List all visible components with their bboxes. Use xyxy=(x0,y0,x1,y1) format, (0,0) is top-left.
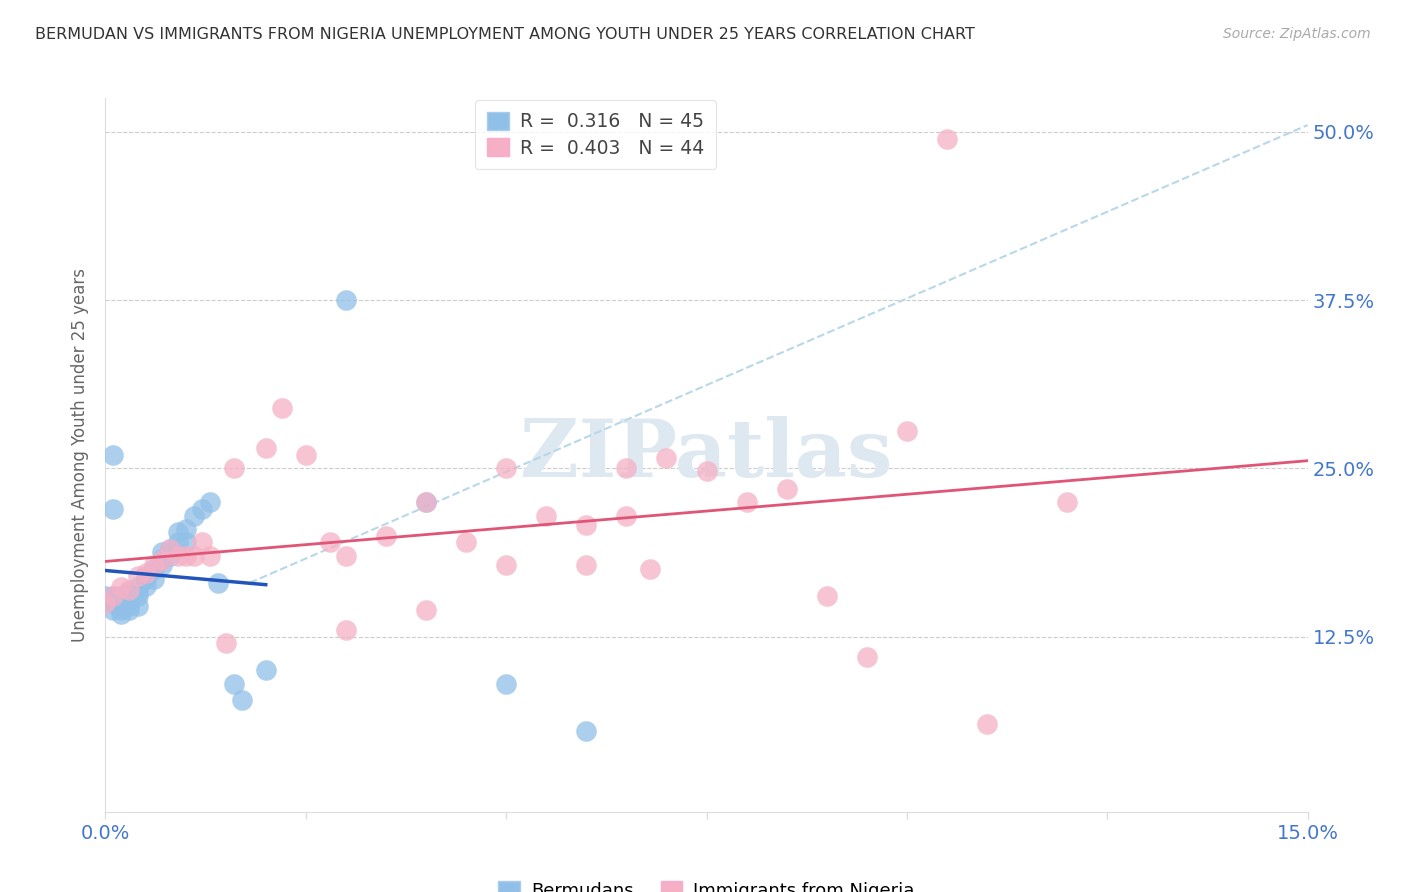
Point xyxy=(135,572,157,586)
Point xyxy=(254,441,277,455)
Point xyxy=(118,582,141,597)
Point xyxy=(190,535,212,549)
Y-axis label: Unemployment Among Youth under 25 years: Unemployment Among Youth under 25 years xyxy=(72,268,90,642)
Point xyxy=(142,572,165,586)
Legend: Bermudans, Immigrants from Nigeria: Bermudans, Immigrants from Nigeria xyxy=(491,874,922,892)
Point xyxy=(150,551,173,566)
Point xyxy=(183,549,205,563)
Point xyxy=(135,578,157,592)
Point xyxy=(159,542,181,557)
Point xyxy=(222,677,245,691)
Point xyxy=(103,603,125,617)
Point xyxy=(150,553,173,567)
Point xyxy=(415,495,437,509)
Point xyxy=(150,545,173,559)
Point xyxy=(640,562,662,576)
Point xyxy=(254,664,277,678)
Point xyxy=(495,558,517,573)
Point xyxy=(222,461,245,475)
Point xyxy=(198,495,221,509)
Text: Source: ZipAtlas.com: Source: ZipAtlas.com xyxy=(1223,27,1371,41)
Point xyxy=(616,461,638,475)
Point xyxy=(815,589,838,603)
Point xyxy=(415,603,437,617)
Point xyxy=(103,501,125,516)
Point xyxy=(135,569,157,583)
Point xyxy=(166,535,188,549)
Point xyxy=(159,542,181,557)
Point xyxy=(166,549,188,563)
Point xyxy=(94,589,117,603)
Point xyxy=(110,580,132,594)
Point xyxy=(118,603,141,617)
Point xyxy=(94,596,117,610)
Point xyxy=(110,607,132,621)
Point xyxy=(110,599,132,613)
Point xyxy=(575,517,598,532)
Point xyxy=(159,549,181,563)
Point xyxy=(896,424,918,438)
Point xyxy=(319,535,342,549)
Text: ZIPatlas: ZIPatlas xyxy=(520,416,893,494)
Point xyxy=(174,522,197,536)
Point xyxy=(936,131,959,145)
Point xyxy=(142,558,165,573)
Point xyxy=(534,508,557,523)
Point xyxy=(127,585,149,599)
Point xyxy=(118,589,141,603)
Point xyxy=(103,448,125,462)
Point xyxy=(855,649,877,664)
Point xyxy=(135,566,157,581)
Point xyxy=(616,508,638,523)
Point xyxy=(150,558,173,573)
Point xyxy=(295,448,318,462)
Point xyxy=(103,596,125,610)
Point xyxy=(110,603,132,617)
Point xyxy=(118,599,141,613)
Point xyxy=(575,723,598,738)
Point xyxy=(198,549,221,563)
Point xyxy=(127,580,149,594)
Point xyxy=(174,535,197,549)
Point xyxy=(335,293,357,307)
Point xyxy=(118,585,141,599)
Point xyxy=(735,495,758,509)
Point xyxy=(190,501,212,516)
Point xyxy=(207,575,229,590)
Point xyxy=(976,717,998,731)
Point xyxy=(127,599,149,613)
Point xyxy=(231,693,253,707)
Point xyxy=(776,482,799,496)
Point xyxy=(495,677,517,691)
Point xyxy=(270,401,292,415)
Point xyxy=(454,535,477,549)
Point xyxy=(127,569,149,583)
Point xyxy=(415,495,437,509)
Point xyxy=(103,589,125,603)
Point xyxy=(127,589,149,603)
Point xyxy=(575,558,598,573)
Point xyxy=(495,461,517,475)
Point xyxy=(655,450,678,465)
Point xyxy=(174,549,197,563)
Point xyxy=(374,529,398,543)
Point xyxy=(166,524,188,539)
Point xyxy=(103,589,125,603)
Point xyxy=(214,636,236,650)
Point xyxy=(183,508,205,523)
Point xyxy=(142,562,165,576)
Point xyxy=(696,464,718,478)
Point xyxy=(118,593,141,607)
Point xyxy=(110,589,132,603)
Point xyxy=(110,596,132,610)
Point xyxy=(335,549,357,563)
Text: BERMUDAN VS IMMIGRANTS FROM NIGERIA UNEMPLOYMENT AMONG YOUTH UNDER 25 YEARS CORR: BERMUDAN VS IMMIGRANTS FROM NIGERIA UNEM… xyxy=(35,27,974,42)
Point xyxy=(335,623,357,637)
Point xyxy=(1056,495,1078,509)
